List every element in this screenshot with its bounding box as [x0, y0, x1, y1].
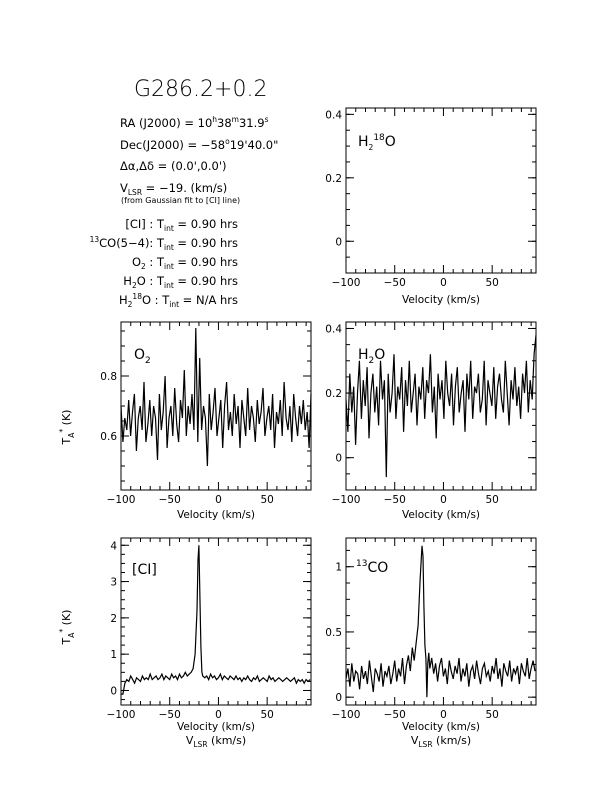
x-tick-label: 50 [260, 494, 273, 506]
dec-line: Dec(J2000) = −58o19'40.0" [120, 137, 278, 152]
y-axis-label-ci: TA* (K) [58, 610, 76, 646]
offset-value: (0.0',0.0') [171, 159, 227, 173]
panel-o2: −100 −50 0 50 0.6 0.8 [100, 321, 312, 506]
ra-seconds: 31.9 [239, 116, 265, 130]
y-tick-label: 0 [335, 692, 342, 704]
ra-line: RA (J2000) = 10h38m31.9s [120, 115, 269, 130]
x-tick-label: −50 [384, 709, 406, 721]
panel-label-ci: [CI] [132, 562, 157, 578]
x-axis-label-o2: Velocity (km/s) [177, 509, 255, 521]
y-tick-label: 0.4 [325, 323, 342, 335]
vlsr-axis-label-13co: VLSR (km/s) [411, 734, 471, 749]
panel-label-h2o: H2O [358, 347, 385, 366]
x-tick-label: 0 [440, 277, 447, 289]
dec-rest: 19'40.0" [230, 138, 279, 152]
x-axis-label-ci: Velocity (km/s) [177, 721, 255, 733]
y-tick-label: 0.2 [325, 388, 342, 400]
x-tick-label: 50 [485, 494, 498, 506]
spectrum-trace [345, 545, 536, 698]
panel-label-13co: 13CO [356, 559, 388, 576]
y-tick-label: 0 [335, 453, 342, 465]
tint-rows: [CI] : Tint = 0.90 hrs 13CO(5−4): Tint =… [90, 217, 238, 309]
tint-row-h2o: H2O : Tint = 0.90 hrs [123, 274, 238, 290]
panel-label-o2: O2 [134, 347, 151, 366]
y-tick-label: 0.4 [325, 109, 342, 121]
y-tick-label: 0.6 [100, 431, 117, 443]
tint-row-h218o: H218O : Tint = N/A hrs [119, 292, 238, 309]
ra-label: RA (J2000) = [120, 116, 198, 130]
x-axis-label-13co: Velocity (km/s) [402, 721, 480, 733]
plot-frame [345, 107, 537, 274]
y-tick-label: 3 [110, 577, 117, 589]
y-tick-label: 0 [335, 236, 342, 248]
y-axis-label-o2: TA* (K) [58, 410, 76, 446]
y-tick-label: 1 [110, 649, 117, 661]
y-tick-label: 4 [110, 540, 117, 552]
x-tick-label: −100 [107, 709, 136, 721]
x-tick-label: 50 [260, 709, 273, 721]
vlsr-value: = −19. (km/s) [142, 181, 227, 195]
x-tick-label: −100 [107, 494, 136, 506]
x-tick-label: 0 [215, 494, 222, 506]
tint-row-o2: O2 : Tint = 0.90 hrs [132, 255, 238, 271]
x-tick-label: −50 [384, 277, 406, 289]
spectrum-trace [121, 545, 311, 695]
dec-label: Dec(J2000) = [120, 138, 201, 152]
x-tick-label: −50 [159, 494, 181, 506]
spectrum-trace [120, 327, 312, 467]
y-tick-label: 0 [110, 685, 117, 697]
plot-frame [345, 537, 537, 706]
offset-label: Δα,Δδ = [120, 159, 171, 173]
x-tick-label: −50 [384, 494, 406, 506]
vlsr-note: (from Gaussian fit to [CI] line) [121, 196, 240, 205]
ra-minutes: 38 [217, 116, 232, 130]
panel-label-h218o: H218O [358, 133, 396, 152]
x-tick-label: −50 [159, 709, 181, 721]
x-axis-label-h218o-right: Velocity (km/s) [402, 294, 480, 306]
spectrum-trace [345, 334, 537, 478]
panel-13co: −100 −50 0 50 0 0.5 1 [325, 537, 537, 721]
y-tick-label: 1 [335, 562, 342, 574]
x-tick-label: 0 [440, 494, 447, 506]
vlsr-line: VLSR = −19. (km/s) [120, 181, 227, 197]
panel-h218o: −100 −50 0 50 0 0.2 0.4 [325, 107, 537, 289]
x-tick-label: 50 [485, 709, 498, 721]
y-tick-label: 0.5 [325, 627, 342, 639]
x-axis-label-h2o: Velocity (km/s) [402, 509, 480, 521]
x-tick-label: −100 [332, 277, 361, 289]
panel-h2o: −100 −50 0 50 0 0.2 0.4 [325, 321, 537, 506]
x-tick-label: −100 [332, 494, 361, 506]
y-tick-label: 0.8 [100, 371, 117, 383]
x-tick-label: 0 [440, 709, 447, 721]
panel-ci: −100 −50 0 50 0 1 2 3 4 [107, 537, 312, 721]
tint-row-ci: [CI] : Tint = 0.90 hrs [125, 217, 238, 233]
offset-line: Δα,Δδ = (0.0',0.0') [120, 159, 226, 173]
tint-row-13co: 13CO(5−4): Tint = 0.90 hrs [90, 235, 238, 252]
y-tick-label: 2 [110, 613, 117, 625]
ra-hours: 10 [198, 116, 213, 130]
x-tick-label: 50 [485, 277, 498, 289]
dec-degrees: −58 [201, 138, 225, 152]
figure-title: G286.2+0.2 [134, 77, 267, 102]
x-tick-label: 0 [215, 709, 222, 721]
info-block: RA (J2000) = 10h38m31.9s Dec(J2000) = −5… [90, 115, 279, 309]
vlsr-axis-label-ci: VLSR (km/s) [186, 734, 246, 749]
y-tick-label: 0.2 [325, 173, 342, 185]
x-tick-label: −100 [332, 709, 361, 721]
plot-frame [120, 537, 312, 706]
